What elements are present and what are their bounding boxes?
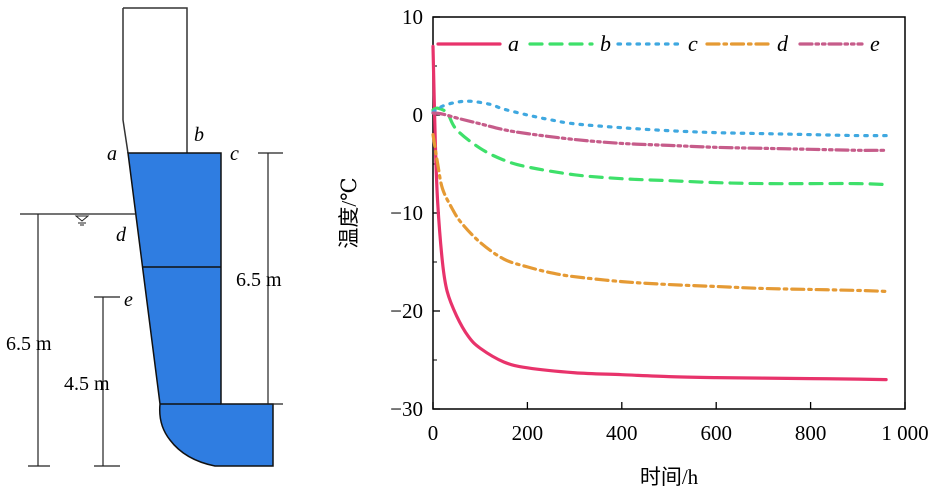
- y-tick-label: −20: [390, 299, 423, 323]
- y-tick-label: 0: [413, 103, 424, 127]
- legend-label-b: b: [600, 31, 611, 56]
- series-line-e: [431, 111, 888, 152]
- dimension-label-left-inner: 4.5 m: [64, 373, 110, 395]
- x-tick-label: 1 000: [881, 421, 928, 445]
- x-axis-label: 时间/h: [640, 465, 699, 489]
- dimension-left-outer: [28, 214, 50, 467]
- y-axis-label: 温度/℃: [337, 177, 361, 248]
- series-line-d: [431, 133, 888, 293]
- series-line-b: [431, 106, 888, 187]
- legend-label-a: a: [508, 31, 519, 56]
- y-tick-label: 10: [402, 5, 423, 29]
- legend-label-d: d: [777, 31, 789, 56]
- water-level-icon: [74, 215, 90, 226]
- dam-diagram: a b c d e 6.5 m 6.5 m 4.5 m: [6, 7, 283, 467]
- upper-wall-outline: [122, 7, 188, 154]
- x-tick-label: 0: [428, 421, 439, 445]
- legend: a b c d e: [436, 31, 880, 56]
- x-tick-label: 400: [606, 421, 638, 445]
- series-line-a: [431, 44, 888, 382]
- dimension-label-left-outer: 6.5 m: [6, 333, 52, 355]
- point-label-a: a: [107, 143, 117, 165]
- retaining-body-fill: [127, 152, 274, 467]
- legend-label-e: e: [870, 31, 880, 56]
- axis-ticks: 0 200 400 600 800 1 000 −30 −20 −10 0 10: [390, 5, 928, 445]
- x-tick-label: 800: [795, 421, 827, 445]
- x-tick-label: 600: [700, 421, 732, 445]
- dimension-right: [258, 152, 283, 405]
- legend-label-c: c: [688, 31, 698, 56]
- point-label-b: b: [194, 124, 204, 146]
- plot-frame: [432, 16, 906, 410]
- point-label-d: d: [116, 224, 127, 246]
- series-lines: [431, 44, 888, 382]
- y-tick-label: −10: [390, 201, 423, 225]
- dimension-left-inner: [94, 296, 120, 467]
- dimension-label-right: 6.5 m: [236, 269, 282, 291]
- x-tick-label: 200: [512, 421, 544, 445]
- point-label-c: c: [230, 143, 239, 165]
- series-line-c: [431, 99, 888, 138]
- point-label-e: e: [124, 289, 133, 311]
- temperature-chart: 0 200 400 600 800 1 000 −30 −20 −10 0 10 a b c d e 温度/…: [337, 5, 929, 489]
- y-tick-label: −30: [390, 397, 423, 421]
